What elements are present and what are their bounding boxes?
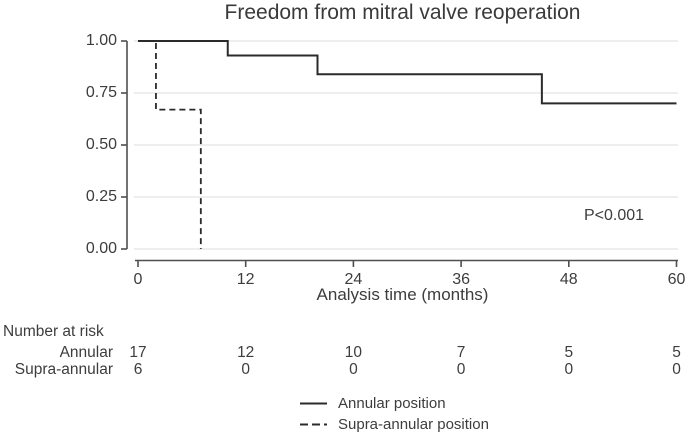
legend-item: Annular position xyxy=(300,395,489,412)
x-axis-title: Analysis time (months) xyxy=(316,285,489,304)
y-tick-label: 0.75 xyxy=(85,84,117,101)
p-value-annotation: P<0.001 xyxy=(584,207,645,224)
y-tick-label: 1.00 xyxy=(85,32,117,49)
risk-count: 0 xyxy=(564,361,574,378)
km-curve-dashed xyxy=(138,40,202,249)
risk-count: 17 xyxy=(129,344,147,361)
y-tick-label: 0.25 xyxy=(85,188,117,205)
risk-count: 0 xyxy=(241,361,250,378)
risk-row-label: Annular xyxy=(59,344,113,361)
x-tick-label: 36 xyxy=(452,271,470,288)
y-tick-label: 0.00 xyxy=(85,240,117,257)
legend-label: Supra-annular position xyxy=(338,416,489,433)
risk-count: 12 xyxy=(237,344,255,361)
legend-label: Annular position xyxy=(338,395,446,412)
risk-count: 10 xyxy=(344,344,363,361)
legend-item: Supra-annular position xyxy=(300,416,489,433)
risk-count: 5 xyxy=(564,344,574,361)
km-curve-solid xyxy=(138,40,677,105)
risk-count: 0 xyxy=(672,361,681,378)
risk-count: 5 xyxy=(672,344,681,361)
legend-line-dashed-icon xyxy=(300,423,327,426)
risk-row-label: Supra-annular xyxy=(14,361,113,378)
x-tick-label: 24 xyxy=(344,271,363,288)
x-tick-label: 60 xyxy=(667,271,685,288)
chart-title: Freedom from mitral valve reoperation xyxy=(224,1,581,24)
risk-count: 6 xyxy=(133,361,143,378)
x-tick-label: 48 xyxy=(559,271,578,288)
x-tick-label: 12 xyxy=(236,271,255,288)
legend-line-solid-icon xyxy=(300,402,327,405)
risk-count: 7 xyxy=(456,344,466,361)
risk-count: 0 xyxy=(456,361,466,378)
risk-table-header: Number at risk xyxy=(3,323,104,340)
risk-count: 0 xyxy=(349,361,358,378)
y-tick-label: 0.50 xyxy=(85,136,117,153)
legend: Annular position Supra-annular position xyxy=(300,395,489,437)
x-tick-label: 0 xyxy=(133,271,143,288)
